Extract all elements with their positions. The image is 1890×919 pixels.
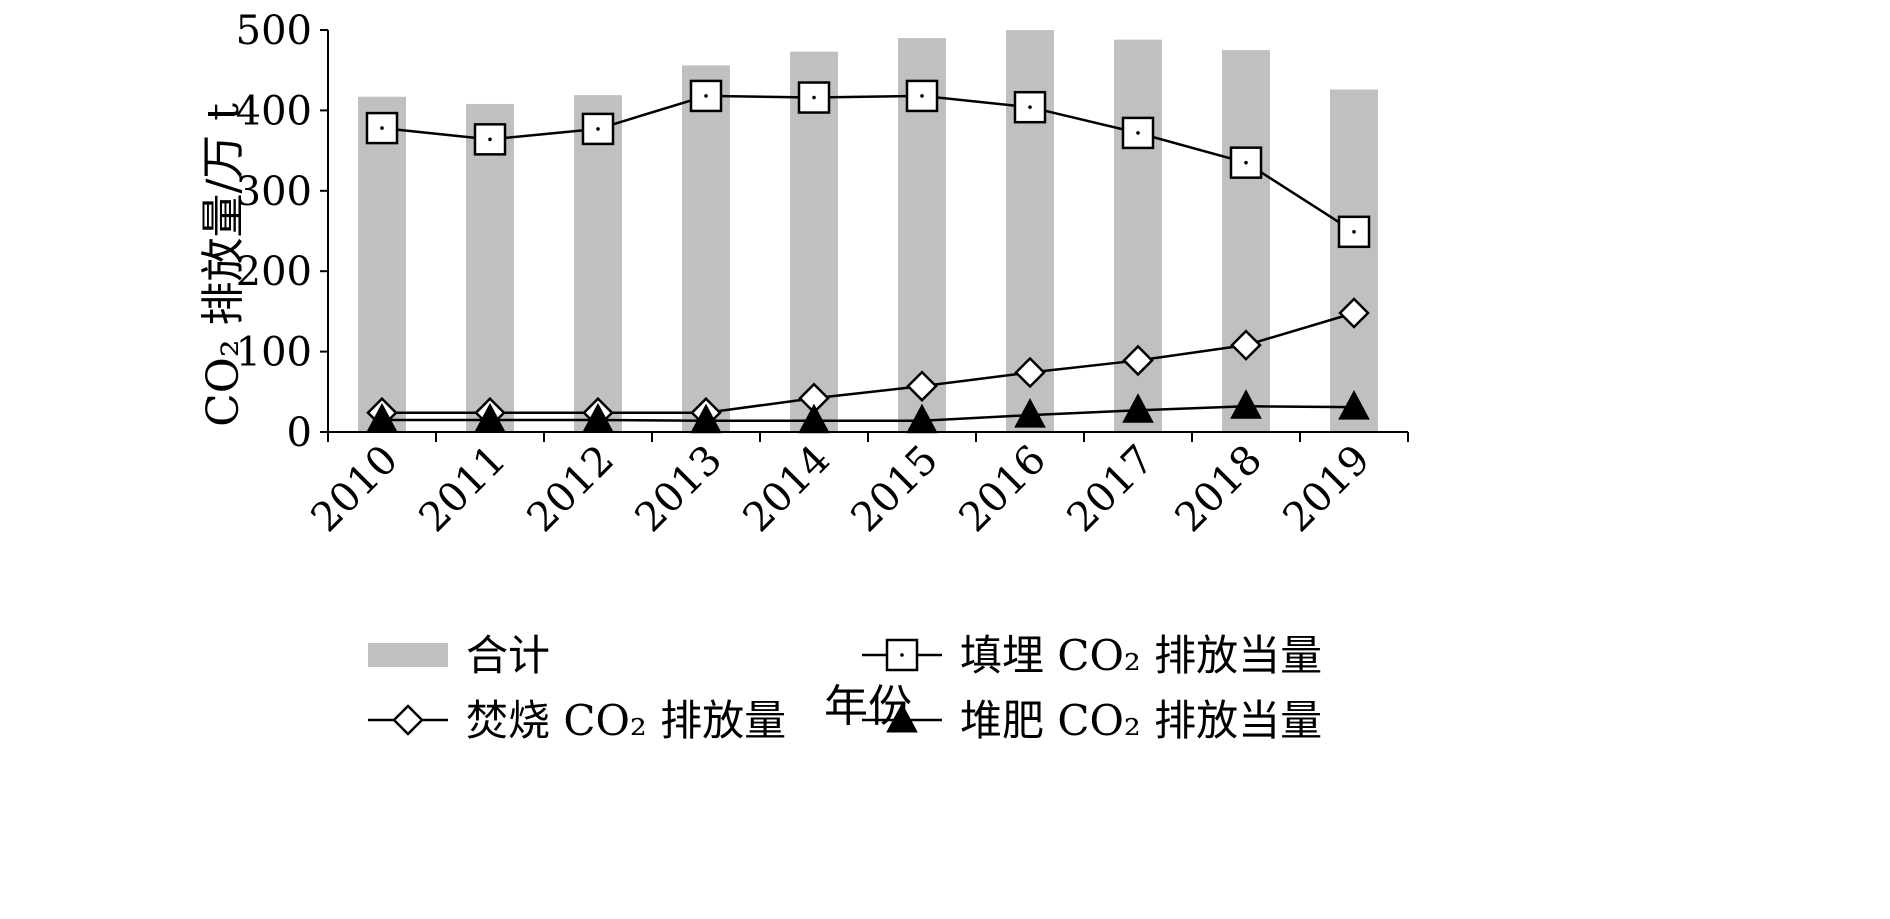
axes [320, 29, 1409, 442]
y-tick-label: 100 [236, 330, 312, 376]
square-point-2015 [905, 79, 939, 113]
x-tick-label: 2010 [303, 437, 408, 542]
x-tick-label: 2011 [411, 437, 516, 542]
x-tick-label: 2016 [951, 437, 1056, 542]
marker-dot [488, 137, 492, 142]
diamond-point-2018 [1230, 329, 1262, 361]
legend-label: 合计 [466, 631, 550, 680]
y-tick-label: 0 [287, 410, 312, 456]
line-diamond [382, 311, 1355, 414]
triangle-point-2018 [1230, 389, 1262, 419]
marker-dot [704, 94, 708, 98]
legend-marker-square [885, 638, 919, 672]
bar-2013 [682, 65, 730, 432]
marker-dot [1136, 131, 1140, 135]
x-tick-label: 2012 [519, 437, 624, 542]
diamond-point-2015 [906, 370, 938, 402]
marker-dot [920, 94, 924, 98]
bar-2012 [574, 95, 622, 433]
legend-swatch-bar [368, 643, 448, 667]
bar-2019 [1330, 89, 1378, 432]
y-tick-label: 300 [236, 169, 312, 215]
square-point-2014 [797, 81, 831, 114]
x-tick-label: 2013 [627, 437, 732, 542]
legend-item: 焚烧 CO₂ 排放量 [368, 696, 786, 745]
x-tick-label: 2017 [1059, 437, 1164, 542]
diamond-point-2019 [1338, 297, 1370, 329]
marker-dot [1352, 230, 1356, 234]
y-tick-label: 400 [236, 88, 312, 134]
triangle-point-2019 [1338, 390, 1370, 420]
legend-item: 堆肥 CO₂ 排放当量 [862, 696, 1322, 745]
legend-label: 堆肥 CO₂ 排放当量 [960, 696, 1322, 745]
square-point-2016 [1013, 90, 1047, 124]
line-square [381, 94, 1355, 233]
square-point-2017 [1121, 116, 1155, 150]
legend-item: 合计 [368, 631, 550, 680]
square-point-2010 [365, 111, 399, 145]
marker-dot [812, 95, 816, 100]
marker-dot [900, 653, 904, 657]
y-tick-label: 200 [236, 249, 312, 295]
square-point-2012 [581, 112, 615, 146]
line-series [365, 79, 1371, 434]
square-point-2018 [1229, 146, 1263, 179]
x-tick-label: 2014 [735, 437, 840, 542]
legend-item: 填埋 CO₂ 排放当量 [862, 631, 1322, 680]
marker-dot [1028, 105, 1032, 109]
legend-marker-diamond [392, 704, 424, 736]
legend-label: 填埋 CO₂ 排放当量 [960, 631, 1322, 680]
x-tick-label: 2015 [843, 437, 948, 542]
diamond-point-2016 [1014, 356, 1046, 389]
triangle-point-2017 [1122, 393, 1154, 423]
y-tick-label: 500 [236, 8, 312, 54]
square-point-2013 [689, 79, 723, 113]
square-point-2019 [1337, 215, 1371, 249]
bar-2014 [790, 51, 838, 432]
square-point-2011 [473, 123, 507, 156]
marker-dot [380, 126, 384, 130]
marker-dot [596, 127, 600, 131]
y-axis-title: CO₂ 排放量/万 t [198, 103, 249, 427]
triangle-point-2016 [1014, 398, 1046, 428]
bar-2010 [358, 96, 406, 433]
bar-series [358, 30, 1378, 433]
marker-dot [1244, 160, 1248, 165]
line-triangle [382, 405, 1355, 422]
x-tick-label: 2019 [1275, 437, 1380, 542]
bar-2018 [1222, 50, 1270, 432]
legend-marker-triangle [886, 702, 918, 733]
bar-2011 [466, 103, 514, 432]
legend-label: 焚烧 CO₂ 排放量 [466, 696, 786, 745]
diamond-point-2017 [1122, 344, 1154, 377]
square-marker [1013, 90, 1047, 124]
x-tick-label: 2018 [1167, 437, 1272, 542]
